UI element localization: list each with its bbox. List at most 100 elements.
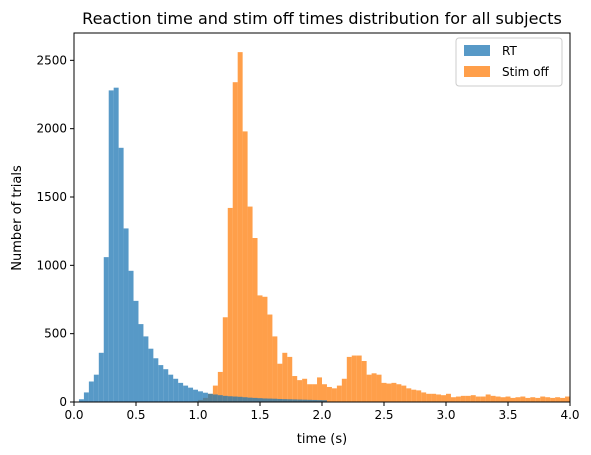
legend-swatch-stim-off — [464, 66, 490, 77]
rt-bar — [322, 400, 327, 402]
rt-bar — [168, 374, 174, 402]
stim-off-bar — [326, 386, 332, 402]
rt-bar — [257, 398, 263, 402]
stim-off-bar — [227, 207, 233, 402]
stim-off-bar — [356, 355, 362, 402]
stim-off-bars — [193, 52, 570, 402]
stim-off-bar — [460, 395, 466, 402]
stim-off-bar — [267, 314, 273, 402]
stim-off-bar — [317, 377, 322, 402]
stim-off-bar — [441, 395, 446, 402]
rt-bar — [262, 398, 268, 402]
rt-bar — [287, 399, 293, 402]
x-axis-label: time (s) — [297, 432, 347, 447]
rt-bar — [297, 399, 303, 402]
stim-off-bar — [361, 361, 367, 402]
x-tick-label: 3.0 — [436, 408, 455, 422]
stim-off-bar — [455, 396, 461, 402]
rt-bar — [103, 257, 109, 402]
stim-off-bar — [515, 397, 521, 402]
rt-bar — [282, 399, 288, 402]
x-tick-label: 1.0 — [188, 408, 207, 422]
rt-bar — [83, 392, 89, 402]
rt-bar — [193, 389, 198, 402]
y-tick-label: 500 — [44, 327, 67, 341]
rt-bar — [212, 394, 218, 402]
stim-off-bar — [540, 396, 546, 402]
stim-off-bar — [247, 206, 253, 402]
x-tick-label: 3.5 — [498, 408, 517, 422]
x-tick-label: 0.0 — [64, 408, 83, 422]
stim-off-bar — [272, 336, 278, 402]
stim-off-bar — [346, 356, 352, 402]
stim-off-bar — [421, 392, 427, 402]
rt-bar — [173, 378, 179, 402]
stim-off-bar — [550, 397, 556, 402]
rt-bar — [78, 399, 84, 402]
chart-title: Reaction time and stim off times distrib… — [82, 9, 562, 28]
rt-bar — [158, 365, 164, 402]
stim-off-bar — [490, 395, 496, 402]
rt-bar — [267, 398, 273, 402]
stim-off-bar — [277, 363, 283, 402]
stim-off-bar — [371, 373, 377, 402]
rt-bar — [138, 324, 144, 402]
stim-off-bar — [426, 393, 432, 402]
stim-off-bar — [376, 374, 382, 402]
x-tick-label: 2.0 — [312, 408, 331, 422]
stim-off-bar — [232, 82, 238, 402]
stim-off-bar — [530, 397, 536, 402]
stim-off-bar — [505, 396, 511, 402]
rt-bar — [113, 87, 119, 403]
stim-off-bar — [485, 394, 491, 402]
stim-off-bar — [307, 384, 313, 402]
rt-bar — [247, 397, 253, 402]
stim-off-bar — [431, 393, 437, 402]
y-tick-label: 2500 — [36, 53, 67, 67]
rt-bar — [242, 397, 248, 402]
stim-off-bar — [446, 393, 451, 402]
stim-off-bar — [535, 397, 541, 402]
rt-bar — [98, 352, 104, 402]
rt-bar — [88, 381, 94, 402]
x-axis-ticks: 0.0 0.5 1.0 1.5 2.0 2.5 3.0 3.5 4.0 — [64, 402, 580, 422]
stim-off-bar — [336, 385, 342, 402]
stim-off-bar — [292, 376, 298, 402]
rt-bar — [128, 270, 134, 402]
stim-off-bar — [257, 295, 263, 402]
rt-bar — [292, 399, 298, 402]
rt-bar — [133, 300, 139, 402]
stim-off-bar — [396, 384, 402, 402]
stim-off-bar — [565, 396, 570, 402]
stim-off-bar — [302, 378, 308, 402]
stim-off-bar — [401, 385, 407, 402]
stim-off-bar — [470, 395, 476, 402]
stim-off-bar — [416, 390, 422, 402]
stim-off-bar — [406, 388, 412, 402]
stim-off-bar — [525, 397, 531, 402]
stim-off-bar — [436, 394, 442, 402]
x-tick-label: 1.5 — [250, 408, 269, 422]
y-tick-label: 2000 — [36, 122, 67, 136]
rt-bar — [207, 393, 213, 402]
x-tick-label: 2.5 — [374, 408, 393, 422]
stim-off-bar — [287, 356, 293, 402]
rt-bar — [178, 382, 184, 402]
rt-bar — [277, 398, 283, 402]
y-axis-label: Number of trials — [10, 165, 25, 271]
stim-off-bar — [465, 395, 471, 402]
y-tick-label: 1500 — [36, 190, 67, 204]
rt-bar — [123, 228, 129, 402]
rt-bar — [108, 90, 114, 403]
stim-off-bar — [480, 396, 486, 402]
rt-bar — [148, 348, 154, 402]
rt-bar — [143, 336, 149, 402]
stim-off-bar — [500, 397, 506, 402]
stim-off-bar — [262, 296, 268, 402]
rt-bar — [153, 358, 159, 402]
stim-off-bar — [391, 382, 397, 402]
stim-off-bar — [475, 396, 481, 402]
stim-off-bar — [282, 352, 288, 402]
rt-bar — [252, 397, 258, 402]
